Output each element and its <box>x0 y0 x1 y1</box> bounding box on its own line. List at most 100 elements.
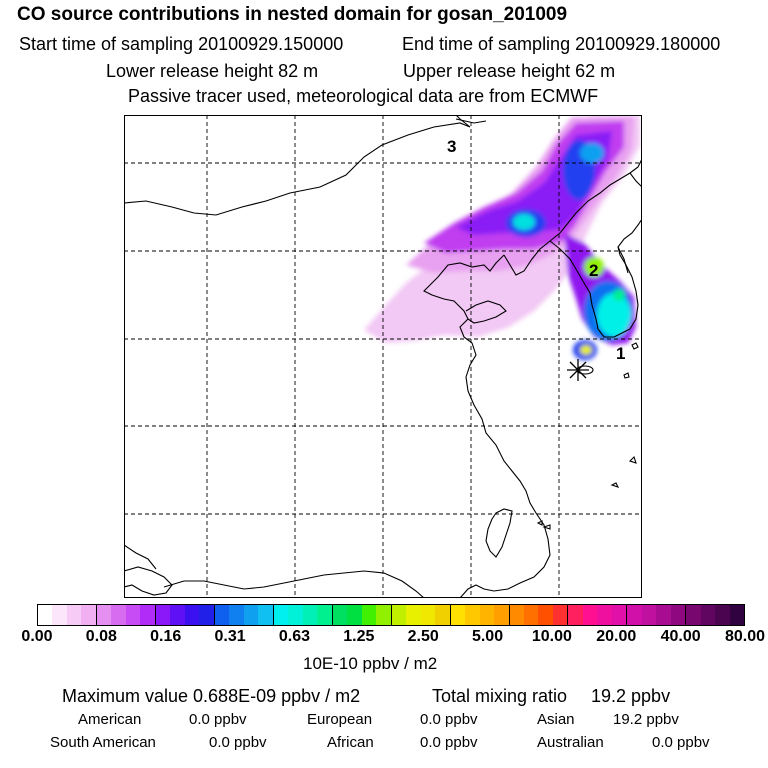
colorbar-segment <box>552 605 569 625</box>
asian-value: 19.2 ppbv <box>613 711 679 728</box>
african-label: African <box>327 734 374 751</box>
end-time: End time of sampling 20100929.180000 <box>402 34 721 54</box>
colorbar-tick-label: 40.00 <box>660 628 701 645</box>
core-korea-green <box>584 257 604 277</box>
core-korea-teal <box>613 289 625 301</box>
asterisk-receptor-icon <box>567 359 589 381</box>
colorbar-segment <box>155 605 171 625</box>
russia-coast <box>629 172 642 188</box>
colorbar-unit: 10E-10 ppbv / m2 <box>303 654 438 673</box>
colorbar-segment <box>656 605 671 625</box>
map-svg: 1 2 3 <box>124 115 642 598</box>
colorbar-segment <box>538 605 553 625</box>
coastlines <box>124 115 642 598</box>
colorbar-segment <box>258 605 274 625</box>
colorbar-segment <box>582 605 598 625</box>
colorbar-segment <box>111 605 126 625</box>
total-mixing-ratio-value: 19.2 ppbv <box>591 686 671 706</box>
colorbar-segment <box>302 605 318 625</box>
korea-east-coast <box>617 246 629 274</box>
colorbar-tick-label: 1.25 <box>343 628 375 645</box>
concentration-field <box>364 115 640 360</box>
core-cyan-b <box>580 143 604 163</box>
colorbar-tick-label: 0.63 <box>278 628 311 645</box>
american-label: American <box>78 711 142 728</box>
maximum-value: Maximum value 0.688E-09 ppbv / m2 <box>62 686 361 706</box>
colorbar-tick-label: 0.16 <box>150 628 182 645</box>
ryukyu-6 <box>536 520 543 526</box>
colorbar-tick-label: 10.00 <box>531 628 572 645</box>
hainan-hint <box>124 566 173 596</box>
map-frame <box>124 115 642 598</box>
colorbar-segment <box>700 605 716 625</box>
colorbar-segment <box>361 605 377 625</box>
upper-release-height: Upper release height 62 m <box>403 61 616 81</box>
colorbar-segment <box>66 605 82 625</box>
colorbar-segment <box>670 605 687 625</box>
map-label-2: 2 <box>589 261 598 280</box>
lower-release-height: Lower release height 82 m <box>106 61 319 81</box>
colorbar-segment <box>140 605 156 625</box>
colorbar-segment <box>435 605 451 625</box>
korea-border-north <box>549 158 642 242</box>
ryukyu-1 <box>631 342 639 350</box>
colorbar-segment <box>479 605 495 625</box>
colorbar-segment <box>420 605 436 625</box>
ryukyu-4 <box>610 482 620 488</box>
colorbar-tick-label: 80.00 <box>724 628 766 645</box>
colorbar-segment <box>686 605 701 625</box>
colorbar-segment <box>288 605 303 625</box>
colorbar-segment <box>729 605 745 625</box>
colorbar-tick-label: 2.50 <box>407 628 439 645</box>
colorbar-segment <box>450 605 466 625</box>
colorbar-segment <box>52 605 67 625</box>
colorbar-segment <box>170 605 185 625</box>
ryukyu-2 <box>623 372 630 379</box>
colorbar-segment <box>465 605 480 625</box>
colorbar-segment <box>509 605 524 625</box>
american-value: 0.0 ppbv <box>189 711 247 728</box>
colorbar-segment <box>406 605 421 625</box>
colorbar-segment <box>641 605 657 625</box>
colorbar-segment <box>184 605 200 625</box>
colorbar-segment <box>81 605 97 625</box>
australian-label: Australian <box>537 734 604 751</box>
european-label: European <box>307 711 373 728</box>
colorbar-tick-label: 5.00 <box>471 628 504 645</box>
colorbar-segment <box>376 605 392 625</box>
colorbar-segment <box>715 605 730 625</box>
australian-value: 0.0 ppbv <box>652 734 710 751</box>
colorbar-segment <box>317 605 333 625</box>
european-value: 0.0 ppbv <box>420 711 478 728</box>
colorbar-segment <box>568 605 583 625</box>
core-jeju-yellow <box>580 345 592 355</box>
ryukyu-5 <box>542 524 551 530</box>
colorbar-tick-label: 0.31 <box>214 628 246 645</box>
colorbar-segment <box>332 605 348 625</box>
colorbar-segment <box>494 605 510 625</box>
colorbar-tick-label: 0.00 <box>21 628 53 645</box>
colorbar-segment <box>611 605 628 625</box>
colorbar-segment <box>38 605 53 625</box>
colorbar-tick-label: 20.00 <box>596 628 637 645</box>
core-cyan-a <box>513 214 535 230</box>
colorbar-segment <box>199 605 215 625</box>
grid-lines <box>124 115 642 598</box>
colorbar-ticks: 0.00 0.08 0.16 0.31 0.63 1.25 2.50 5.00 10.00 20.… <box>0 628 768 650</box>
vietnam-border <box>124 544 157 570</box>
colorbar-segment <box>229 605 244 625</box>
colorbar <box>37 604 745 626</box>
colorbar-segment <box>243 605 259 625</box>
map-label-3: 3 <box>447 137 456 156</box>
colorbar-segment <box>96 605 112 625</box>
map-panel: 1 2 3 <box>124 115 642 598</box>
colorbar-segment <box>214 605 230 625</box>
start-time: Start time of sampling 20100929.150000 <box>19 34 344 54</box>
colorbar-tick-label: 0.08 <box>85 628 117 645</box>
colorbar-segment <box>597 605 612 625</box>
south-american-label: South American <box>50 734 156 751</box>
colorbar-segment <box>347 605 362 625</box>
colorbar-segment <box>523 605 539 625</box>
korea-peninsula <box>549 218 642 338</box>
shandong-coast <box>465 300 507 324</box>
